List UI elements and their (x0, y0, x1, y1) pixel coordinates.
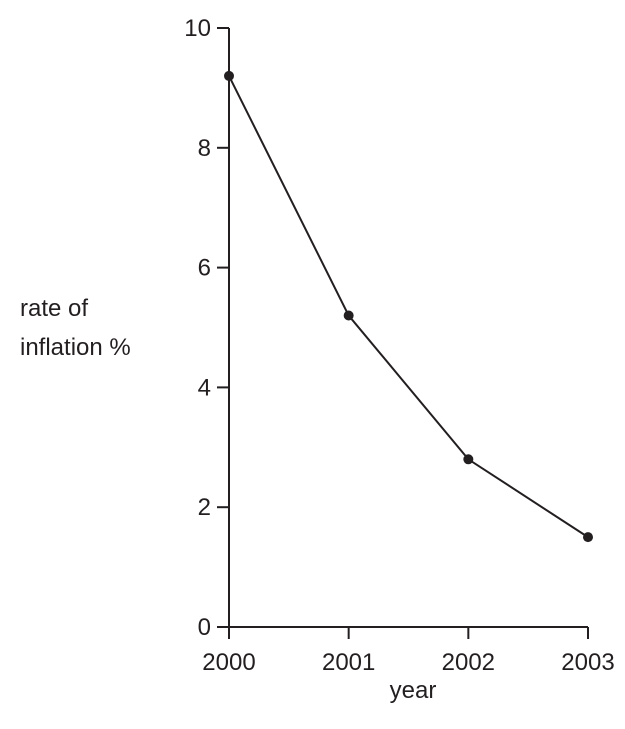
x-tick-label-2003: 2003 (561, 649, 614, 676)
y-tick-label-6: 6 (198, 255, 211, 282)
series-line (228, 75, 589, 538)
x-tick-label-2002: 2002 (442, 649, 495, 676)
y-tick-label-0: 0 (198, 614, 211, 641)
data-point-2000 (224, 70, 234, 81)
data-point-2001 (343, 310, 354, 321)
data-point-2003 (583, 532, 593, 543)
y-tick-label-10: 10 (184, 15, 211, 42)
y-axis-title-line-1: rate of (20, 295, 88, 322)
y-axis-ticks: 0 2 4 6 8 10 (184, 15, 229, 641)
y-axis-title-line-2: inflation % (20, 334, 131, 361)
y-tick-label-2: 2 (198, 494, 211, 521)
x-tick-label-2001: 2001 (322, 649, 375, 676)
x-tick-label-2000: 2000 (202, 649, 255, 676)
x-axis-title: year (390, 677, 437, 704)
data-points (224, 70, 593, 543)
data-point-2002 (463, 454, 474, 465)
y-tick-label-4: 4 (198, 374, 211, 401)
y-tick-label-8: 8 (198, 135, 211, 162)
x-axis-ticks: 2000 2001 2002 2003 (202, 627, 615, 676)
